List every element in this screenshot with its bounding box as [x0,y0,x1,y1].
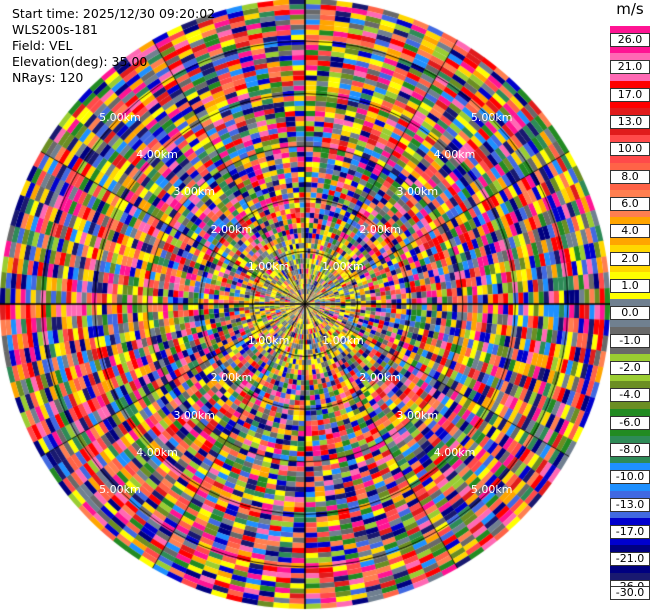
colorbar-tick-label: 2.0 [610,251,650,266]
colorbar-tick-label: -30.0 [610,586,650,600]
scan-info: Start time: 2025/12/30 09:20:02 WLS200s-… [12,6,215,86]
range-ring-label: 1.00km [322,259,364,273]
colorbar: m/s 26.0 21.0 17.0 13.0 10.0 8.0 6.0 4.0 2.0 1.0 0… [610,0,650,610]
station-text: WLS200s-181 [12,22,98,37]
range-ring-label: 5.00km [99,111,141,125]
colorbar-tick-label: 1.0 [610,279,650,293]
colorbar-tick-label: -13.0 [610,497,650,512]
start-time-text: Start time: 2025/12/30 09:20:02 [12,6,216,21]
colorbar-tick-label: -1.0 [610,333,650,348]
colorbar-tick-label: 10.0 [610,142,650,157]
range-ring-label: 5.00km [470,482,513,496]
range-ring-label: 3.00km [396,408,439,422]
range-ring-label: 5.00km [99,482,141,496]
range-ring-label: 4.00km [136,445,178,459]
range-ring-label: 1.00km [247,259,290,273]
colorbar-tick-label: 8.0 [610,169,650,184]
range-ring-label: 2.00km [210,222,253,236]
range-ring-label: 4.00km [433,445,476,459]
colorbar-tick-label: 0.0 [610,306,650,321]
range-ring-label: 2.00km [210,371,253,385]
range-ring-label: 1.00km [247,334,290,348]
field-text: Field: VEL [12,38,73,53]
range-ring-label: 1.00km [322,334,364,348]
nrays-text: NRays: 120 [12,70,84,85]
colorbar-tick-label: -4.0 [610,388,650,403]
colorbar-unit: m/s [616,0,644,18]
elevation-text: Elevation(deg): 35.00 [12,54,148,69]
colorbar-tick-label: -17.0 [610,525,650,539]
ppi-scan-plot [0,0,610,610]
colorbar-tick-label: -21.0 [610,552,650,567]
range-ring-label: 3.00km [173,408,216,422]
colorbar-tick-label: 4.0 [610,224,650,239]
colorbar-tick-label: -2.0 [610,361,650,375]
range-ring-label: 4.00km [136,148,178,162]
range-ring-label: 5.00km [470,111,513,125]
colorbar-tick-label: 13.0 [610,115,650,129]
colorbar-tick-label: -8.0 [610,443,650,457]
range-ring-label: 2.00km [359,371,401,385]
range-ring-label: 2.00km [359,222,401,236]
colorbar-tick-label: 26.0 [610,33,650,47]
range-ring-label: 3.00km [396,185,439,199]
colorbar-tick-label: -6.0 [610,415,650,430]
range-ring-label: 3.00km [173,185,216,199]
range-ring-label: 4.00km [433,148,476,162]
colorbar-tick-label: 17.0 [610,87,650,102]
colorbar-tick-label: -10.0 [610,470,650,485]
colorbar-tick-label: 6.0 [610,197,650,211]
colorbar-tick-label: 21.0 [610,60,650,75]
